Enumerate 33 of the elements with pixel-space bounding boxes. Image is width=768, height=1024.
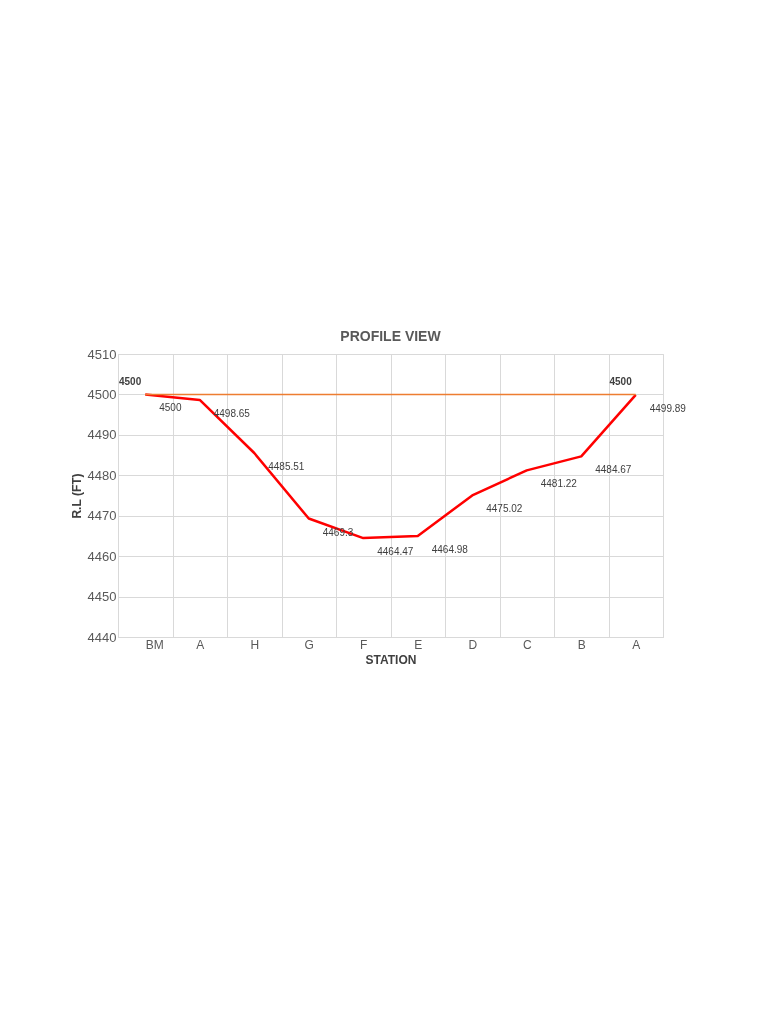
y-tick-label: 4480 (87, 467, 117, 483)
y-tick-label: 4500 (87, 386, 117, 402)
data-label: 4475.02 (486, 503, 523, 515)
data-label: 4500 (159, 402, 182, 414)
x-tick-label: D (468, 637, 478, 652)
x-axis-title: STATION (365, 652, 417, 667)
data-label: 4500 (609, 376, 633, 388)
y-tick-label: 4440 (87, 629, 117, 645)
data-label: 4464.98 (431, 544, 469, 556)
x-tick-label: C (522, 637, 532, 652)
y-axis-title: R.L (FT) (69, 473, 84, 519)
data-label: 4464.47 (377, 546, 414, 558)
y-tick-label: 4510 (87, 346, 117, 362)
y-tick-label: 4470 (87, 508, 117, 524)
x-tick-label: BM (145, 637, 164, 652)
data-label: 4485.51 (268, 461, 305, 473)
x-tick-label: B (577, 637, 586, 652)
x-tick-label: H (250, 637, 260, 652)
data-label: 4498.65 (213, 407, 251, 419)
x-tick-label: F (360, 637, 368, 652)
data-label: 4481.22 (540, 478, 578, 490)
data-label: 4484.67 (595, 464, 632, 476)
data-label: 4499.89 (649, 402, 687, 414)
chart-title: PROFILE VIEW (340, 328, 442, 344)
y-tick-label: 4460 (87, 548, 117, 564)
line-series (144, 393, 637, 540)
x-tick-label: E (414, 637, 423, 652)
x-tick-label: A (632, 637, 641, 652)
x-tick-label: A (196, 637, 205, 652)
x-tick-label: G (304, 637, 314, 652)
data-label: 4500 (119, 376, 142, 388)
y-tick-label: 4490 (87, 427, 117, 443)
y-tick-label: 4450 (87, 589, 117, 605)
